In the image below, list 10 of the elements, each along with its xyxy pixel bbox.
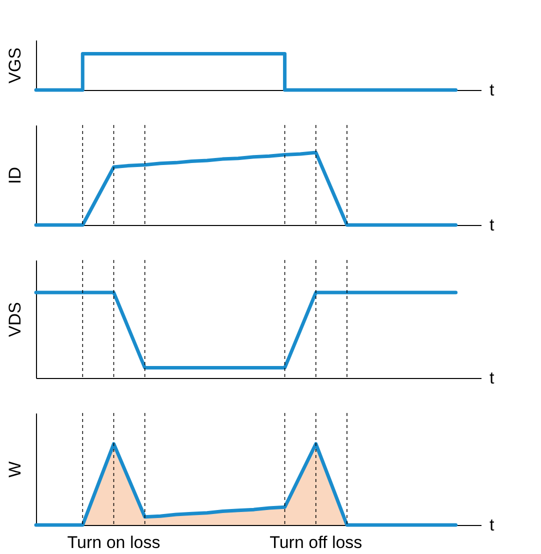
- y-axis-title: W: [6, 461, 24, 478]
- y-axis-title: ID: [6, 167, 24, 184]
- y-axis-title: VGS: [6, 48, 24, 84]
- x-axis-title: t: [490, 368, 494, 388]
- text: Turn on loss: [67, 533, 160, 552]
- text: Turn off loss: [270, 533, 362, 552]
- x-axis-title: t: [490, 516, 494, 534]
- x-axis-title: t: [490, 216, 494, 234]
- x-axis-title: t: [490, 80, 494, 100]
- y-axis-title: VDS: [6, 302, 24, 337]
